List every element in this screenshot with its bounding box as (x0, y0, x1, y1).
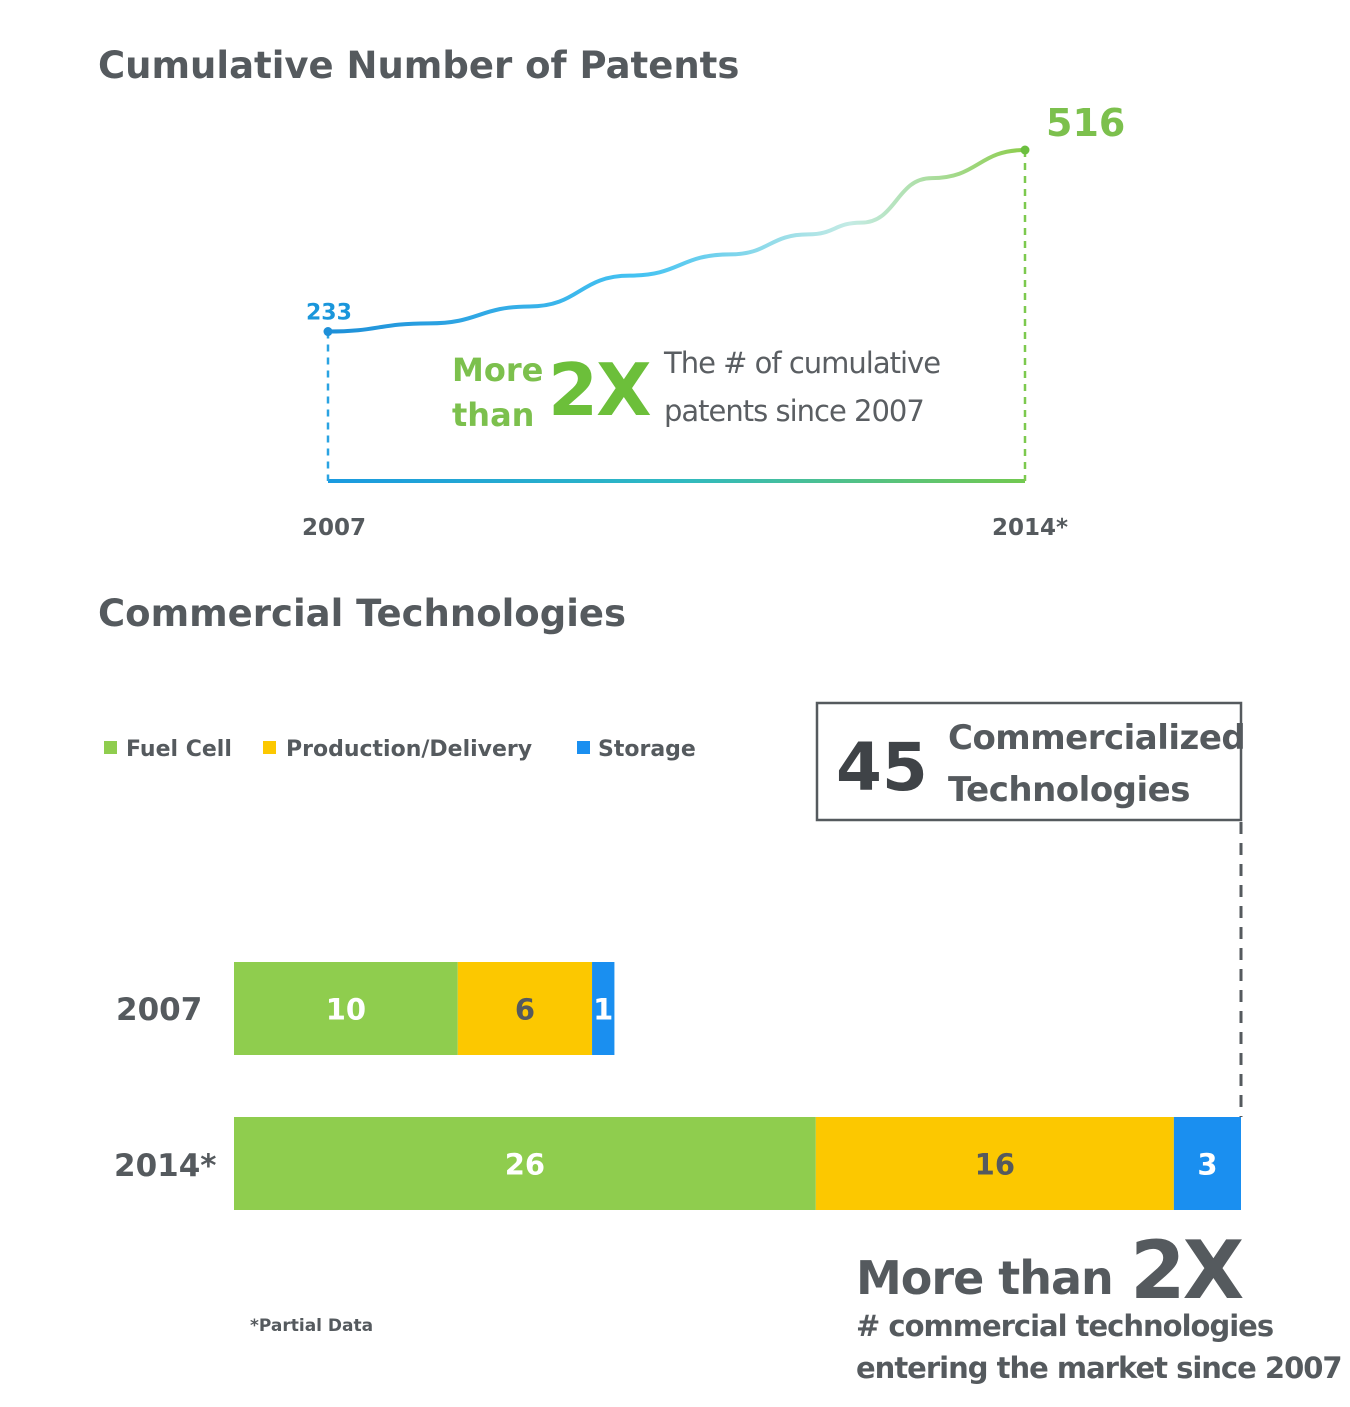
bottom-annotation: More than 2X # commercial technologies e… (856, 1224, 1343, 1385)
total-callout: 45 Commercialized Technologies (815, 701, 1246, 822)
row-label-2014: 2014* (114, 1148, 217, 1184)
annotation-line1: # commercial technologies (856, 1309, 1273, 1343)
annotation-multiplier: 2X (548, 348, 651, 432)
legend-swatch-storage (577, 741, 590, 754)
bar-fuel-cell-2007 (234, 962, 458, 1055)
annotation-than: than (452, 396, 534, 434)
stacked-bars: 10 6 1 26 16 3 (234, 962, 1241, 1210)
callout-line2: Technologies (948, 770, 1190, 810)
technologies-chart-title: Commercial Technologies (98, 592, 627, 635)
row-label-2007: 2007 (116, 992, 202, 1028)
legend-label-storage: Storage (598, 737, 696, 762)
annotation-text-line2: patents since 2007 (664, 394, 924, 428)
annotation-more: More (452, 351, 543, 389)
annotation-more-than: More than (856, 1251, 1113, 1305)
patents-trend-line (326, 148, 1027, 334)
annotation-multiplier: 2X (1130, 1224, 1244, 1317)
bar-value-production-delivery-2014: 16 (975, 1148, 1015, 1182)
patents-line-chart: 233 516 2007 2014* More than 2X The # of… (302, 101, 1125, 541)
callout-number: 45 (836, 729, 928, 806)
x-tick-2007: 2007 (302, 515, 366, 541)
bar-value-storage-2007: 1 (593, 993, 613, 1027)
end-data-point (1020, 145, 1030, 155)
footnote: *Partial Data (250, 1316, 373, 1336)
x-tick-2014: 2014* (992, 515, 1068, 541)
legend-swatch-production-delivery (263, 741, 276, 754)
bar-value-production-delivery-2007: 6 (515, 993, 535, 1027)
bar-value-fuel-cell-2014: 26 (505, 1148, 545, 1182)
end-value-label: 516 (1046, 101, 1125, 145)
patents-chart-title: Cumulative Number of Patents (98, 44, 740, 87)
legend: Fuel Cell Production/Delivery Storage (104, 737, 696, 762)
bar-value-storage-2014: 3 (1197, 1148, 1217, 1182)
bar-storage-2014 (1173, 1117, 1241, 1210)
bar-production-delivery-2014 (815, 1117, 1174, 1210)
technologies-bar-chart: Fuel Cell Production/Delivery Storage 45… (104, 701, 1343, 1385)
start-value-label: 233 (306, 301, 352, 326)
bar-production-delivery-2007 (457, 962, 593, 1055)
start-data-point (323, 327, 333, 337)
bar-fuel-cell-2014 (234, 1117, 816, 1210)
legend-label-production-delivery: Production/Delivery (286, 737, 532, 762)
bar-storage-2007 (592, 962, 615, 1055)
callout-line1: Commercialized (948, 718, 1245, 758)
legend-label-fuel-cell: Fuel Cell (126, 737, 232, 762)
bar-value-fuel-cell-2007: 10 (326, 993, 366, 1027)
annotation-line2: entering the market since 2007 (856, 1351, 1342, 1385)
annotation-text-line1: The # of cumulative (663, 346, 940, 380)
legend-swatch-fuel-cell (104, 741, 117, 754)
callout-box (815, 701, 1243, 822)
